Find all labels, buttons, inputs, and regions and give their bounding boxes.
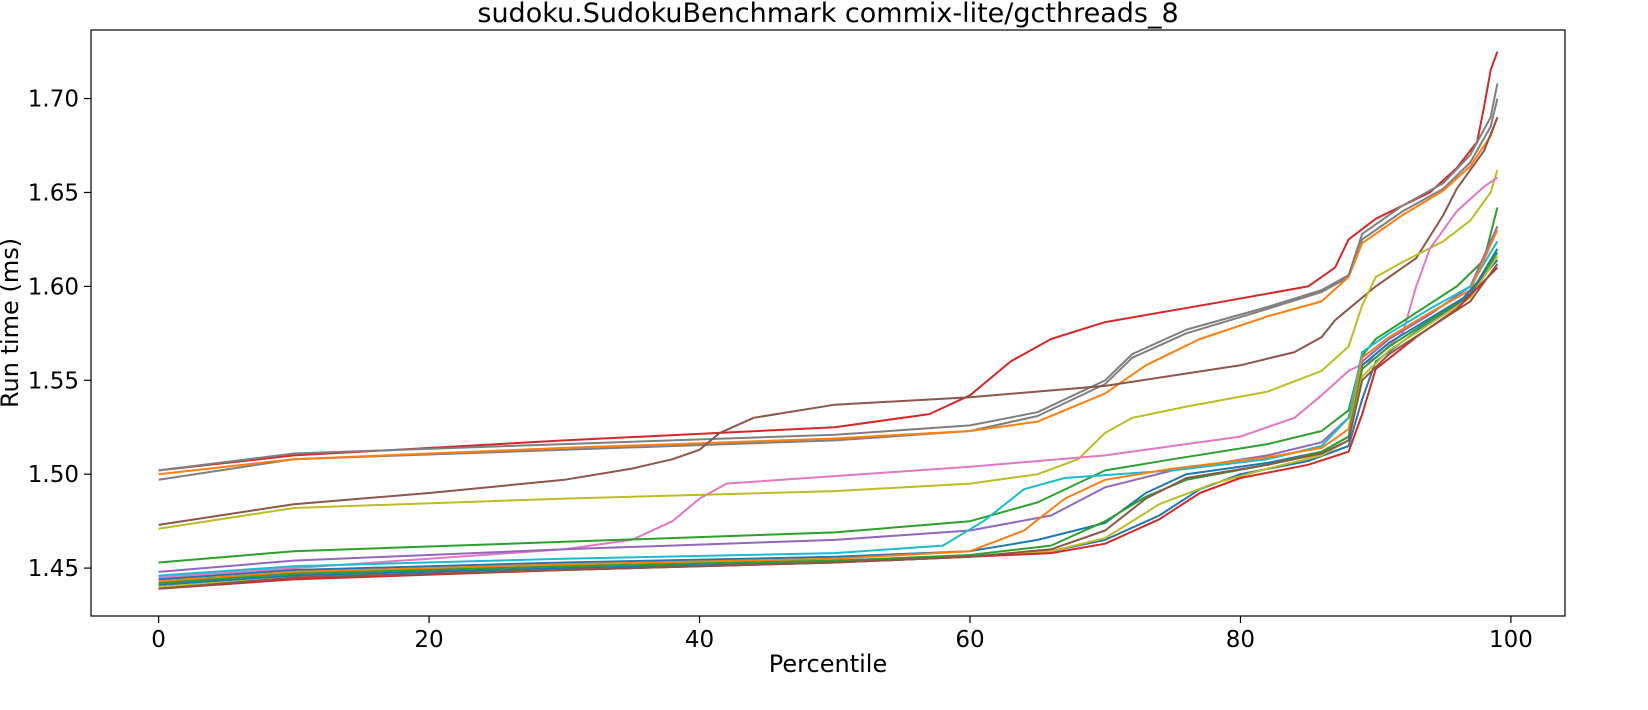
x-tick-label: 40 <box>685 627 714 653</box>
series-line-12 <box>158 229 1499 583</box>
x-tick-label: 20 <box>414 627 443 653</box>
x-axis-label: Percentile <box>769 650 887 678</box>
series-line-15 <box>158 255 1499 588</box>
series-line-10 <box>158 240 1499 577</box>
series-line-9 <box>158 225 1499 573</box>
series-line-17 <box>158 263 1499 590</box>
series-line-13 <box>158 252 1499 585</box>
series-line-1 <box>158 51 1499 472</box>
series-line-11 <box>158 248 1499 581</box>
x-tick-label: 80 <box>1226 627 1255 653</box>
y-tick-label: 1.50 <box>28 462 79 488</box>
y-tick-label: 1.70 <box>28 87 79 113</box>
series-line-3 <box>158 116 1499 476</box>
plot-frame <box>90 29 1566 617</box>
x-tick-label: 60 <box>955 627 984 653</box>
series-line-4 <box>158 83 1499 472</box>
series-line-5 <box>158 116 1499 526</box>
y-tick-label: 1.45 <box>28 556 79 582</box>
x-tick-label: 100 <box>1489 627 1533 653</box>
series-line-2 <box>158 98 1499 481</box>
plot-lines <box>158 51 1499 590</box>
chart-title: sudoku.SudokuBenchmark commix-lite/gcthr… <box>477 0 1178 29</box>
y-axis: 1.45 1.50 1.55 1.60 1.65 1.70 <box>28 87 91 582</box>
x-axis: 0 20 40 60 80 100 <box>151 616 1533 653</box>
y-axis-label: Run time (ms) <box>0 238 24 408</box>
y-tick-label: 1.65 <box>28 180 79 206</box>
x-tick-label: 0 <box>151 627 166 653</box>
y-tick-label: 1.55 <box>28 368 79 394</box>
series-line-7 <box>158 176 1498 579</box>
series-line-6 <box>158 169 1499 530</box>
series-line-8 <box>158 207 1499 564</box>
y-tick-label: 1.60 <box>28 274 79 300</box>
